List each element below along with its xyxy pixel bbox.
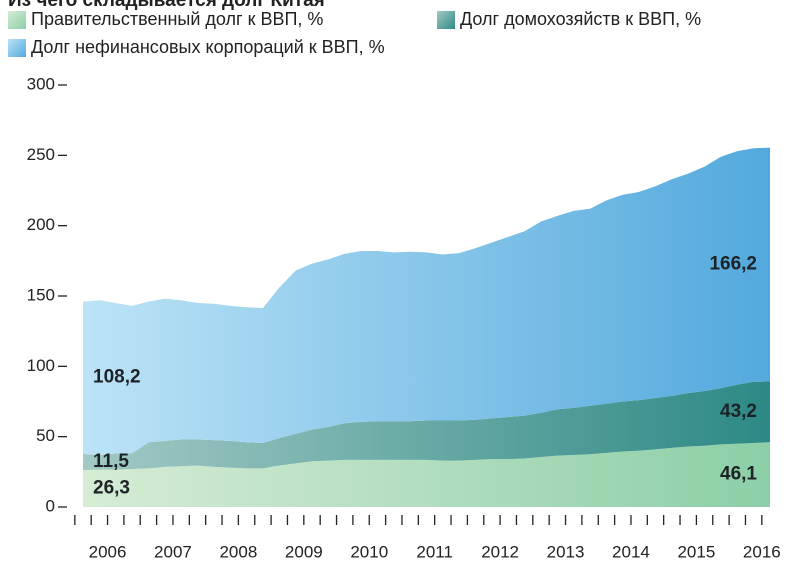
x-tick-label: 2016	[743, 542, 781, 561]
x-tick-label: 2009	[285, 542, 323, 561]
x-tick-label: 2012	[481, 542, 519, 561]
x-tick-label: 2008	[219, 542, 257, 561]
y-tick-label: 250	[27, 145, 55, 164]
data-label: 26,3	[93, 478, 130, 499]
area	[83, 381, 770, 470]
y-tick-label: 300	[27, 74, 55, 93]
area	[83, 147, 770, 455]
y-tick-label: 150	[27, 285, 55, 304]
chart-title: Из чего складывается долг Китая	[8, 0, 325, 11]
area	[83, 442, 770, 507]
legend-label: Долг нефинансовых корпораций к ВВП, %	[31, 37, 385, 57]
y-tick-label: 100	[27, 356, 55, 375]
data-label: 46,1	[720, 464, 757, 485]
x-tick-label: 2010	[350, 542, 388, 561]
x-tick-label: 2011	[416, 542, 453, 561]
x-tick-label: 2007	[154, 542, 192, 561]
legend-swatch	[437, 11, 455, 29]
legend-label: Правительственный долг к ВВП, %	[31, 9, 323, 29]
x-tick-label: 2014	[612, 542, 650, 561]
data-label: 166,2	[709, 254, 757, 275]
x-tick-label: 2013	[547, 542, 585, 561]
y-tick-label: 0	[46, 496, 55, 515]
y-tick-label: 200	[27, 215, 55, 234]
x-tick-label: 2006	[89, 542, 127, 561]
data-label: 11,5	[93, 451, 129, 472]
data-label: 43,2	[720, 401, 757, 422]
x-tick-label: 2015	[677, 542, 715, 561]
legend-swatch	[8, 11, 26, 29]
y-tick-label: 50	[36, 426, 55, 445]
legend-swatch	[8, 39, 26, 57]
legend-label: Долг домохозяйств к ВВП, %	[460, 9, 701, 29]
data-label: 108,2	[93, 367, 141, 388]
